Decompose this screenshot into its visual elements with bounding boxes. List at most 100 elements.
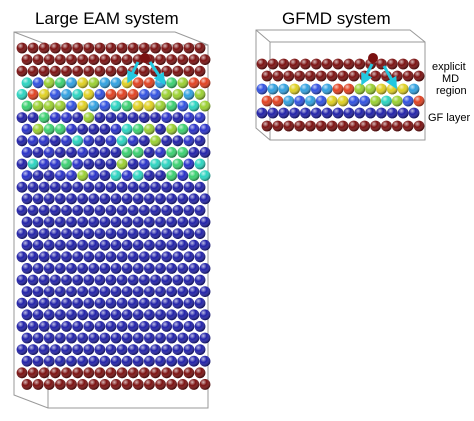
- atom-shade: [105, 297, 117, 309]
- atom-shade: [94, 251, 106, 263]
- atom-shade: [199, 193, 211, 205]
- atom-shade: [127, 181, 139, 193]
- atom-shade: [272, 120, 284, 132]
- atom-shade: [72, 228, 84, 240]
- atom-shade: [172, 251, 184, 263]
- atom-shade: [143, 170, 155, 182]
- atom-shade: [166, 100, 178, 112]
- atom-shade: [99, 379, 111, 390]
- atom-shade: [177, 147, 189, 158]
- atom-shade: [408, 83, 420, 95]
- atom-shade: [326, 120, 338, 132]
- atom-shade: [127, 321, 139, 332]
- atom-shade: [194, 65, 206, 77]
- atom-shade: [105, 274, 117, 286]
- atom-shade: [172, 228, 184, 240]
- atom-shade: [88, 239, 100, 251]
- atom-shade: [27, 42, 39, 54]
- atom-shade: [121, 355, 133, 367]
- atom-shade: [155, 170, 166, 182]
- atom-shade: [99, 100, 111, 112]
- atom-shade: [391, 70, 403, 82]
- atom-shade: [370, 95, 381, 107]
- atom-shade: [72, 89, 84, 100]
- atom-shade: [32, 77, 44, 89]
- atom-shade: [177, 263, 189, 274]
- atom-shade: [289, 107, 300, 119]
- atom-shade: [150, 42, 161, 54]
- atom-shade: [99, 239, 111, 251]
- atom-shade: [121, 100, 133, 112]
- atom-shade: [72, 42, 84, 54]
- atom-shade: [38, 251, 50, 263]
- atom-shade: [27, 112, 39, 123]
- atom-shade: [38, 181, 50, 193]
- atom-shade: [194, 367, 206, 379]
- atom-shade: [16, 251, 28, 263]
- arrow: [361, 63, 374, 86]
- atom-shade: [172, 158, 184, 170]
- atom-shade: [177, 332, 189, 344]
- atom-shade: [61, 251, 72, 263]
- atom-shade: [66, 193, 77, 205]
- atom-shade: [77, 170, 89, 182]
- atom-shade: [278, 107, 290, 119]
- atom-shade: [310, 83, 322, 95]
- atom-shade: [138, 65, 150, 77]
- atom-shade: [272, 95, 284, 107]
- atom-shade: [166, 147, 178, 158]
- atom-shade: [61, 344, 72, 355]
- atom-shade: [188, 216, 200, 228]
- atom-shade: [77, 239, 89, 251]
- atom-shade: [172, 344, 184, 355]
- atom-shade: [83, 367, 95, 379]
- atom-shade: [183, 367, 195, 379]
- atom-shade: [386, 83, 398, 95]
- atom-shade: [127, 89, 139, 100]
- atom-shade: [143, 100, 155, 112]
- atom-shade: [110, 379, 122, 390]
- atom-shade: [337, 120, 349, 132]
- adatom: [368, 53, 378, 63]
- atom-shade: [194, 205, 206, 216]
- atom-shade: [88, 54, 100, 65]
- atom-shade: [88, 147, 100, 158]
- atom-shade: [386, 58, 398, 70]
- atom-shade: [359, 95, 371, 107]
- atom-shade: [305, 95, 316, 107]
- atom-shade: [54, 239, 66, 251]
- atom-shade: [177, 355, 189, 367]
- atom-shade: [183, 297, 195, 309]
- atom-shade: [188, 379, 200, 390]
- atom-shade: [72, 274, 84, 286]
- atom-shade: [132, 355, 144, 367]
- atom-shade: [391, 120, 403, 132]
- atom-shade: [94, 228, 106, 240]
- atom-shade: [161, 321, 173, 332]
- atom-shade: [177, 216, 189, 228]
- atom-shade: [27, 251, 39, 263]
- atom-shade: [143, 286, 155, 297]
- atom-shade: [116, 251, 128, 263]
- atom-shade: [32, 123, 44, 135]
- atom-shade: [283, 120, 295, 132]
- atom-shade: [99, 147, 111, 158]
- atom-shade: [283, 95, 295, 107]
- atom-shade: [77, 193, 89, 205]
- atom-shade: [16, 181, 28, 193]
- atom-shade: [121, 193, 133, 205]
- atom-shade: [183, 135, 195, 147]
- atom-shade: [381, 95, 392, 107]
- atom-shade: [105, 205, 117, 216]
- atom-shade: [38, 297, 50, 309]
- atom-shade: [166, 355, 178, 367]
- atom-shade: [105, 228, 117, 240]
- atom-shade: [99, 263, 111, 274]
- atom-shade: [376, 107, 387, 119]
- atom-shade: [21, 100, 33, 112]
- atom-shade: [172, 367, 184, 379]
- atom-shade: [321, 107, 333, 119]
- atom-shade: [161, 205, 173, 216]
- atom-shade: [305, 120, 316, 132]
- atom-shade: [127, 297, 139, 309]
